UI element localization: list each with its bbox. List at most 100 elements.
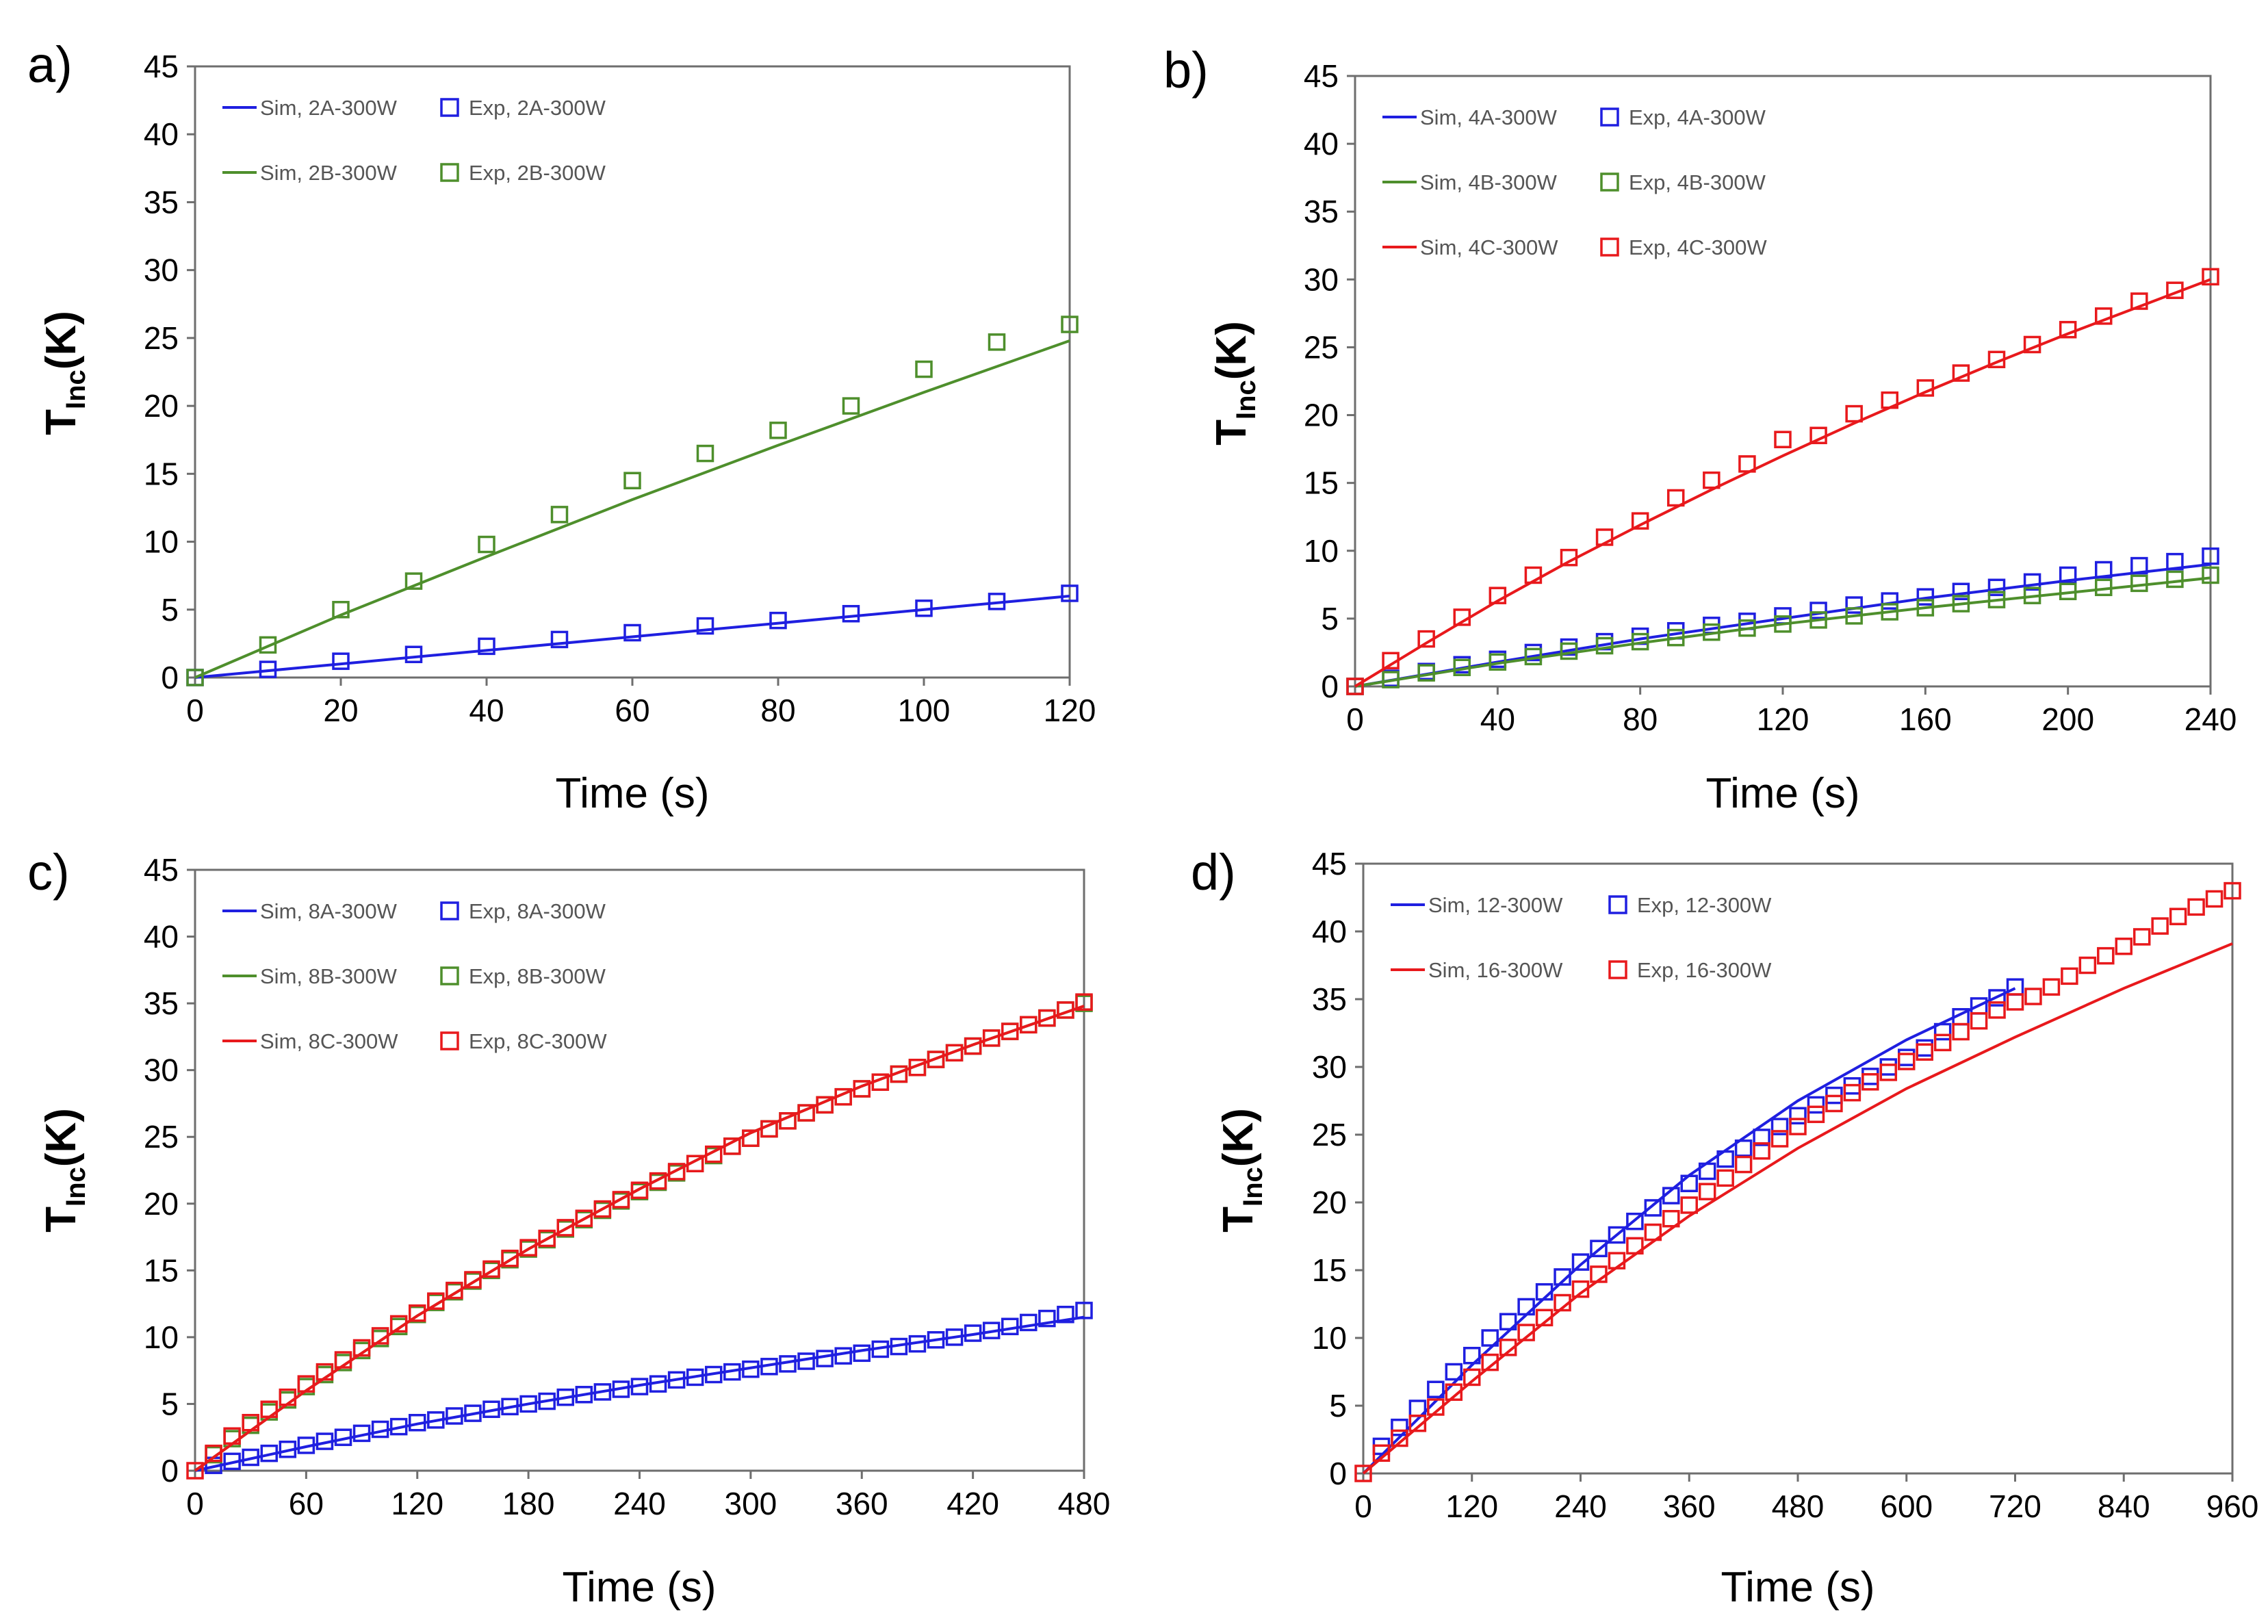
chart0-sim-line-2A: [194, 594, 1070, 679]
chart3-exp-point-16-8: [1499, 1339, 1517, 1356]
chart0-exp-point-2B-9: [842, 397, 860, 415]
chart1-exp-point-4C-12: [1774, 430, 1792, 448]
chart2-exp-point-8A-31: [760, 1358, 778, 1376]
chart3-exp-point-16-23: [1770, 1130, 1789, 1148]
chart1-exp-point-4C-13: [1809, 426, 1827, 445]
chart2-legend-exp-label-0: Exp, 8A-300W: [469, 899, 606, 923]
chart0-exp-point-2A-6: [623, 623, 641, 642]
chart2-exp-point-8C-48: [1075, 993, 1093, 1011]
chart2-exp-point-8C-43: [982, 1029, 1001, 1047]
chart2-legend-sim-label-2: Sim, 8C-300W: [260, 1029, 398, 1053]
chart2-exp-point-8A-32: [779, 1355, 797, 1373]
chart1-exp-point-4B-10: [1703, 623, 1721, 641]
chart2-exp-point-8C-32: [779, 1112, 797, 1130]
chart0-xtick-label-4: 80: [760, 693, 795, 728]
chart2-exp-point-8A-40: [927, 1331, 945, 1349]
chart2-exp-point-8A-33: [797, 1352, 815, 1370]
chart3-exp-point-16-3: [1408, 1414, 1427, 1432]
chart2-exp-point-8A-9: [352, 1424, 371, 1443]
chart1-ytick-label-5: 25: [1304, 329, 1339, 365]
chart3-ylabel: TInc(K): [1215, 1108, 1268, 1233]
chart1-exp-point-4C-23: [2166, 281, 2184, 299]
chart1-exp-point-4C-22: [2130, 292, 2148, 310]
chart3-exp-point-16-46: [2187, 898, 2205, 916]
chart1-xtick-label-5: 200: [2041, 701, 2094, 737]
chart3-exp-point-12-13: [1590, 1239, 1608, 1258]
chart2-exp-point-8A-48: [1075, 1302, 1093, 1319]
chart3-ytick-label-6: 30: [1312, 1049, 1347, 1085]
chart0-ytick-label-2: 10: [144, 524, 179, 560]
chart1-exp-point-4C-7: [1595, 528, 1614, 546]
chart0-legend-sim-label-1: Sim, 2B-300W: [260, 161, 398, 185]
panel-d: d) 0 5 10 15 20 25 30 35 40 45 0 120 240 360 480 600 720 8…: [1191, 844, 2258, 1611]
chart2-ytick-label-3: 15: [144, 1252, 179, 1288]
chart0-legend-sim-label-0: Sim, 2A-300W: [260, 96, 398, 120]
chart2-exp-point-8A-13: [427, 1411, 445, 1429]
chart1-exp-point-4C-0: [1346, 678, 1364, 695]
chart1-exp-point-4B-17: [1952, 595, 1970, 613]
chart2-legend-exp-swatch-0: [440, 901, 459, 920]
chart1-exp-point-4B-24: [2202, 566, 2219, 584]
chart2-exp-point-8C-41: [945, 1044, 964, 1062]
chart1-ytick-label-9: 45: [1304, 58, 1339, 94]
chart3-exp-point-12-12: [1571, 1253, 1590, 1271]
chart1-legend-exp-swatch-1: [1600, 172, 1619, 192]
chart2-exp-point-8C-5: [279, 1388, 297, 1406]
chart3-exp-point-16-30: [1898, 1053, 1916, 1070]
chart2-legend-sim-label-0: Sim, 8A-300W: [260, 899, 398, 923]
chart3-ytick-label-5: 25: [1312, 1117, 1347, 1152]
chart0-ytick-label-4: 20: [144, 388, 179, 424]
panel-c: c) 0 5 10 15 20 25 30 35 40 45 0 60 120 180 240 300 360 42…: [27, 844, 1110, 1611]
chart0-ytick-label-0: 0: [161, 660, 179, 695]
chart2-exp-point-8A-29: [723, 1363, 741, 1381]
chart3-exp-point-16-7: [1481, 1353, 1499, 1371]
chart1-exp-point-4C-15: [1881, 391, 1898, 409]
chart1-exp-point-4A-23: [2166, 552, 2184, 571]
chart0-exp-point-2A-5: [550, 630, 569, 649]
chart3-xtick-label-2: 240: [1554, 1488, 1607, 1524]
chart1-exp-point-4B-5: [1524, 647, 1543, 666]
chart1-exp-point-4C-16: [1916, 379, 1935, 397]
chart1-exp-point-4C-1: [1382, 652, 1400, 670]
chart2-exp-point-8A-14: [446, 1407, 463, 1425]
chart1-legend-sim-label-0: Sim, 4A-300W: [1420, 105, 1558, 129]
chart2-exp-point-8A-35: [834, 1347, 852, 1365]
chart3-ytick-label-0: 0: [1329, 1456, 1347, 1491]
chart2-exp-point-8A-36: [853, 1344, 871, 1363]
chart3-exp-point-12-18: [1680, 1174, 1698, 1193]
chart3-exp-point-12-5: [1445, 1363, 1463, 1381]
chart2-xtick-label-3: 180: [502, 1486, 555, 1521]
chart3-exp-point-16-33: [1952, 1022, 1970, 1041]
chart0-xtick-label-5: 100: [898, 693, 951, 728]
chart2-exp-point-8C-35: [834, 1087, 852, 1106]
chart0-exp-point-2A-1: [259, 660, 277, 678]
chart3-exp-point-16-48: [2224, 881, 2241, 900]
chart2-xtick-label-2: 120: [391, 1486, 443, 1521]
chart0-exp-point-2A-9: [842, 604, 860, 623]
chart1-xtick-label-2: 80: [1623, 701, 1658, 737]
chart1-exp-point-4C-4: [1489, 587, 1507, 604]
chart1-exp-point-4B-11: [1738, 619, 1756, 637]
chart1-ylabel: TInc(K): [1208, 321, 1261, 446]
chart2-exp-point-8A-20: [556, 1388, 574, 1406]
chart2-exp-point-8A-16: [482, 1400, 500, 1418]
chart2-sim-line-8A: [194, 1315, 1085, 1472]
chart3-exp-point-12-9: [1517, 1298, 1535, 1316]
chart3-legend-sim-label-1: Sim, 16-300W: [1428, 958, 1563, 982]
chart2-exp-point-8A-47: [1057, 1305, 1074, 1324]
plot-area: [1362, 862, 2234, 1475]
panel-label: b): [1163, 42, 1209, 99]
chart0-legend-exp-label-1: Exp, 2B-300W: [469, 161, 606, 185]
chart2-exp-point-8C-25: [649, 1172, 667, 1190]
chart3-exp-point-16-1: [1372, 1444, 1391, 1462]
chart1-exp-point-4B-1: [1382, 671, 1400, 688]
chart3-ytick-label-8: 40: [1312, 914, 1347, 949]
chart3-exp-point-12-8: [1499, 1313, 1517, 1330]
chart2-exp-point-8A-8: [334, 1428, 352, 1446]
chart0-exp-point-2A-12: [1061, 584, 1079, 602]
chart3-ytick-label-4: 20: [1312, 1185, 1347, 1220]
chart2-exp-point-8A-10: [371, 1420, 389, 1439]
chart2-exp-point-8C-11: [389, 1315, 408, 1333]
chart2-exp-point-8A-4: [260, 1444, 278, 1462]
chart2-exp-point-8C-9: [352, 1339, 371, 1357]
